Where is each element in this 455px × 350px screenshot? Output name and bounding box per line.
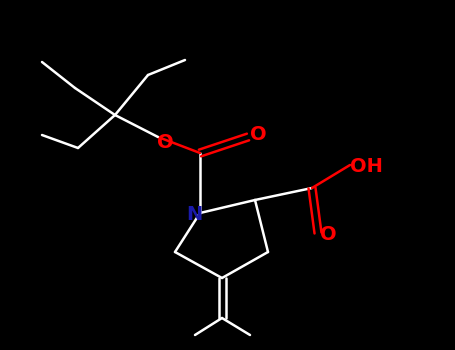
Text: O: O — [320, 225, 336, 245]
Text: O: O — [157, 133, 173, 152]
Text: N: N — [186, 205, 202, 224]
Text: OH: OH — [349, 158, 383, 176]
Text: O: O — [250, 126, 266, 145]
